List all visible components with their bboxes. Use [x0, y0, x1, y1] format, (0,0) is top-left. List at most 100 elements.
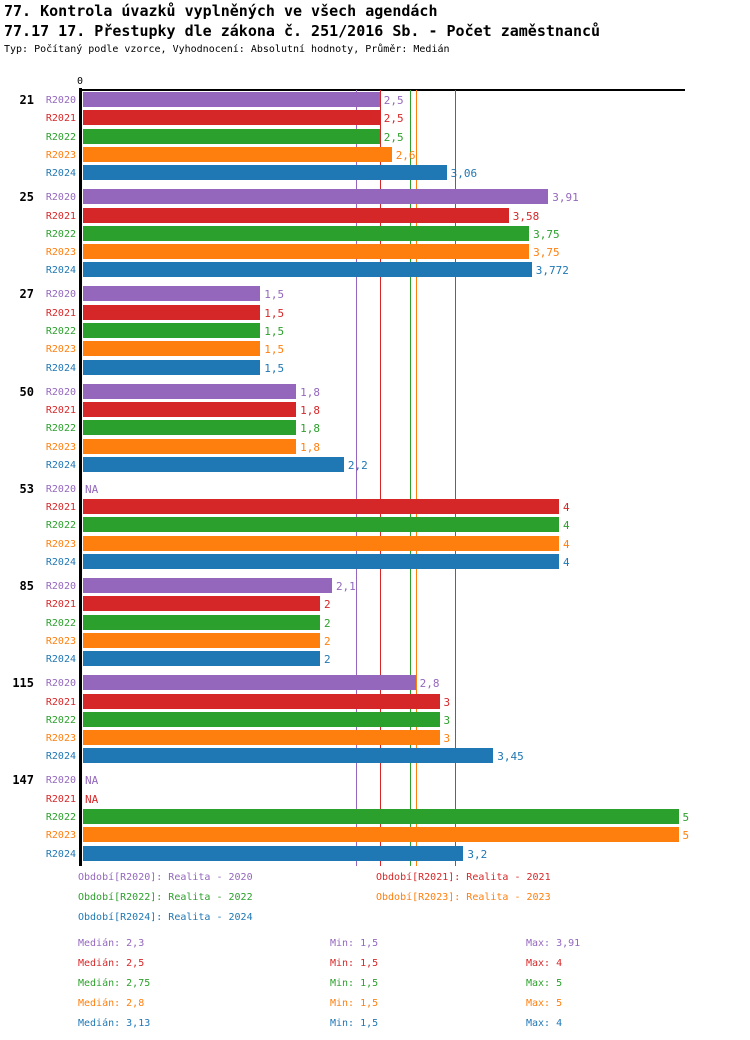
median-line-r2020 [355, 90, 357, 866]
bar[interactable] [83, 207, 509, 223]
bar[interactable] [83, 748, 494, 764]
bar[interactable] [83, 517, 559, 533]
bar[interactable] [83, 225, 530, 241]
bar[interactable] [83, 244, 530, 260]
bar[interactable] [83, 110, 380, 126]
series-label-r2021: R2021 [45, 210, 76, 222]
bar-value-label: 3,06 [450, 167, 478, 181]
bar[interactable] [83, 146, 392, 162]
bar-value-label: 3 [443, 713, 451, 727]
bar[interactable] [83, 128, 380, 144]
series-label-r2022: R2022 [45, 520, 76, 532]
bar-value-label: 3 [443, 695, 451, 709]
legend-stat-min: Min: 1,5 [330, 1018, 379, 1029]
bar[interactable] [83, 554, 559, 569]
bar-value-label: 3,2 [467, 847, 488, 861]
bar-value-label: 1,5 [264, 325, 285, 338]
bar[interactable] [83, 693, 440, 709]
series-label-r2023: R2023 [45, 830, 76, 842]
bar[interactable] [83, 651, 320, 667]
bar-value-label: 4 [563, 537, 570, 551]
bar-value-label: 3,58 [512, 209, 540, 223]
bar[interactable] [83, 286, 261, 302]
series-label-r2020: R2020 [45, 775, 76, 787]
legend-stat-max: Max: 5 [526, 998, 563, 1009]
bar[interactable] [83, 827, 679, 843]
bar[interactable] [83, 92, 380, 107]
group-label: 25 [19, 190, 34, 205]
legend-stat-min: Min: 1,5 [330, 958, 379, 969]
bar[interactable] [83, 596, 320, 612]
bar-value-label: 1,5 [264, 288, 285, 302]
bar[interactable] [83, 456, 344, 472]
series-label-r2023: R2023 [45, 538, 76, 550]
group-label: 115 [12, 676, 34, 691]
bar[interactable] [83, 359, 261, 375]
median-line-r2023 [415, 90, 417, 866]
series-label-r2021: R2021 [45, 307, 76, 319]
bar[interactable] [83, 614, 320, 630]
legend-stat-min: Min: 1,5 [330, 998, 379, 1009]
series-label-r2021: R2021 [45, 793, 76, 805]
median-line-r2022 [409, 90, 411, 866]
bar[interactable] [83, 535, 559, 551]
series-label-r2023: R2023 [45, 635, 76, 647]
series-label-r2022: R2022 [45, 812, 76, 823]
bar-value-label: 2,5 [383, 112, 404, 126]
bar[interactable] [83, 578, 332, 593]
series-label-r2022: R2022 [45, 617, 76, 629]
bar[interactable] [83, 420, 297, 436]
legend-stat-median: Medián: 3,13 [78, 1018, 151, 1029]
bar[interactable] [83, 711, 440, 727]
bar-value-label: NA [85, 482, 99, 496]
legend-stat-min: Min: 1,5 [330, 938, 379, 949]
bar-value-label: 2,5 [383, 94, 404, 107]
series-label-r2020: R2020 [45, 95, 76, 106]
bar[interactable] [83, 323, 261, 338]
bar-value-label: 3,45 [497, 750, 524, 764]
series-label-r2022: R2022 [45, 228, 76, 240]
bar[interactable] [83, 304, 261, 320]
series-label-r2020: R2020 [45, 192, 76, 204]
bar-value-label: 1,8 [300, 403, 320, 417]
bar[interactable] [83, 438, 297, 454]
legend-stat-max: Max: 3,91 [526, 938, 581, 949]
bar-value-label: 3,772 [535, 264, 569, 278]
bar[interactable] [83, 383, 297, 399]
legend-entry: Období[R2021]: Realita - 2021 [376, 872, 551, 883]
bar[interactable] [83, 401, 297, 417]
bar[interactable] [83, 499, 559, 515]
legend-stat-median: Medián: 2,5 [78, 958, 145, 969]
bar[interactable] [83, 730, 440, 746]
bar-value-label: 1,8 [300, 422, 320, 436]
bar-value-label: 2 [324, 598, 331, 612]
bar[interactable] [83, 632, 320, 648]
series-label-r2021: R2021 [45, 599, 76, 611]
group-label: 147 [12, 773, 34, 788]
series-label-r2024: R2024 [45, 848, 76, 860]
bar[interactable] [83, 845, 464, 861]
chart-title-secondary: 77.17 17. Přestupky dle zákona č. 251/20… [4, 22, 601, 40]
group-label: 21 [19, 93, 34, 107]
series-label-r2024: R2024 [45, 168, 76, 180]
bar[interactable] [83, 262, 532, 278]
chart-title-primary: 77. Kontrola úvazků vyplněných ve všech … [4, 2, 438, 20]
series-label-r2020: R2020 [45, 678, 76, 690]
legend-stat-median: Medián: 2,3 [78, 938, 145, 949]
chart-legend: Období[R2020]: Realita - 2020 Období[R202… [0, 872, 750, 1040]
bar[interactable] [83, 189, 549, 205]
bar-value-label: 4 [563, 501, 570, 515]
legend-entry: Období[R2022]: Realita - 2022 [78, 892, 253, 903]
legend-stat-max: Max: 5 [526, 978, 563, 989]
series-label-r2022: R2022 [45, 131, 76, 143]
bar[interactable] [83, 341, 261, 357]
chart-plot-area: 0 21 R2020 2,5 R2021 2,5 R2022 2,5 R2023 2,6 R202… [0, 76, 750, 866]
group-label: 85 [19, 579, 34, 593]
group-label: 27 [19, 287, 34, 302]
bar[interactable] [83, 165, 447, 181]
series-label-r2023: R2023 [45, 733, 76, 745]
bar[interactable] [83, 675, 416, 691]
bar[interactable] [83, 809, 679, 824]
plot-top-border [81, 89, 685, 91]
legend-entry: Období[R2024]: Realita - 2024 [78, 912, 253, 923]
